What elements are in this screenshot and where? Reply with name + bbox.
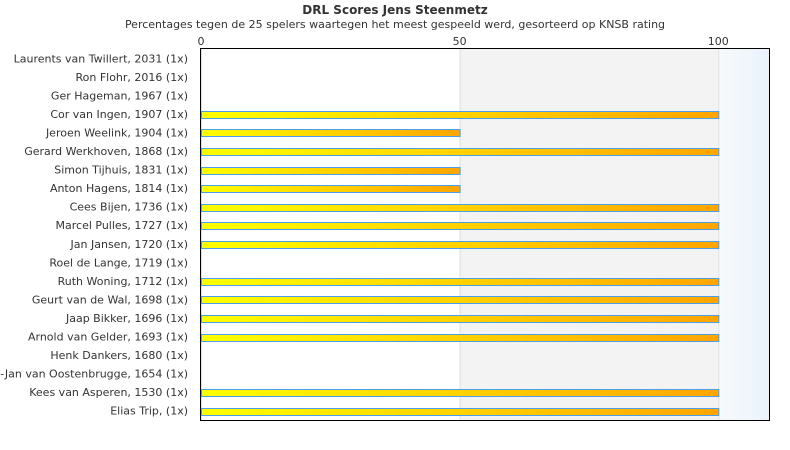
- bar: [201, 389, 720, 397]
- bar: [201, 408, 720, 416]
- category-label: Elias Trip, (1x): [110, 405, 188, 418]
- bar: [201, 315, 720, 323]
- category-label: Anton Hagens, 1814 (1x): [50, 182, 188, 195]
- category-label: Ron Flohr, 2016 (1x): [75, 71, 188, 84]
- category-label: Geurt van de Wal, 1698 (1x): [32, 293, 188, 306]
- bar: [201, 129, 461, 137]
- bar: [201, 167, 461, 175]
- chart-title: DRL Scores Jens Steenmetz: [302, 3, 488, 17]
- band-50-100: [459, 49, 719, 420]
- category-label: Cees Bijen, 1736 (1x): [70, 201, 188, 214]
- bar: [201, 204, 720, 212]
- category-label: Jeroen Weelink, 1904 (1x): [45, 126, 188, 139]
- bar: [201, 148, 720, 156]
- chart-subtitle: Percentages tegen de 25 spelers waartege…: [124, 18, 666, 31]
- bar: [201, 241, 720, 249]
- plot-frame: [200, 48, 770, 421]
- bar: [201, 334, 720, 342]
- category-label: Gert-Jan van Oostenbrugge, 1654 (1x): [0, 368, 188, 381]
- bar: [201, 222, 720, 230]
- category-label: Jan Jansen, 1720 (1x): [70, 238, 188, 251]
- band-100-plus: [718, 49, 770, 420]
- category-label: Roel de Lange, 1719 (1x): [49, 256, 188, 269]
- bar: [201, 185, 461, 193]
- category-label: Cor van Ingen, 1907 (1x): [50, 108, 188, 121]
- x-tick-label: 100: [708, 35, 729, 48]
- category-label: Arnold van Gelder, 1693 (1x): [28, 331, 188, 344]
- bar: [201, 296, 720, 304]
- category-label: Gerard Werkhoven, 1868 (1x): [24, 145, 188, 158]
- category-label: Henk Dankers, 1680 (1x): [50, 349, 188, 362]
- x-tick-label: 0: [198, 35, 205, 48]
- x-tick-label: 50: [453, 35, 467, 48]
- category-label: Jaap Bikker, 1696 (1x): [65, 312, 188, 325]
- category-label: Marcel Pulles, 1727 (1x): [56, 219, 188, 232]
- category-label: Ger Hageman, 1967 (1x): [51, 89, 188, 102]
- bar: [201, 111, 720, 119]
- category-label: Laurents van Twillert, 2031 (1x): [14, 52, 188, 65]
- bar: [201, 278, 720, 286]
- category-label: Kees van Asperen, 1530 (1x): [29, 386, 188, 399]
- category-label: Ruth Woning, 1712 (1x): [58, 275, 188, 288]
- category-label: Simon Tijhuis, 1831 (1x): [54, 164, 188, 177]
